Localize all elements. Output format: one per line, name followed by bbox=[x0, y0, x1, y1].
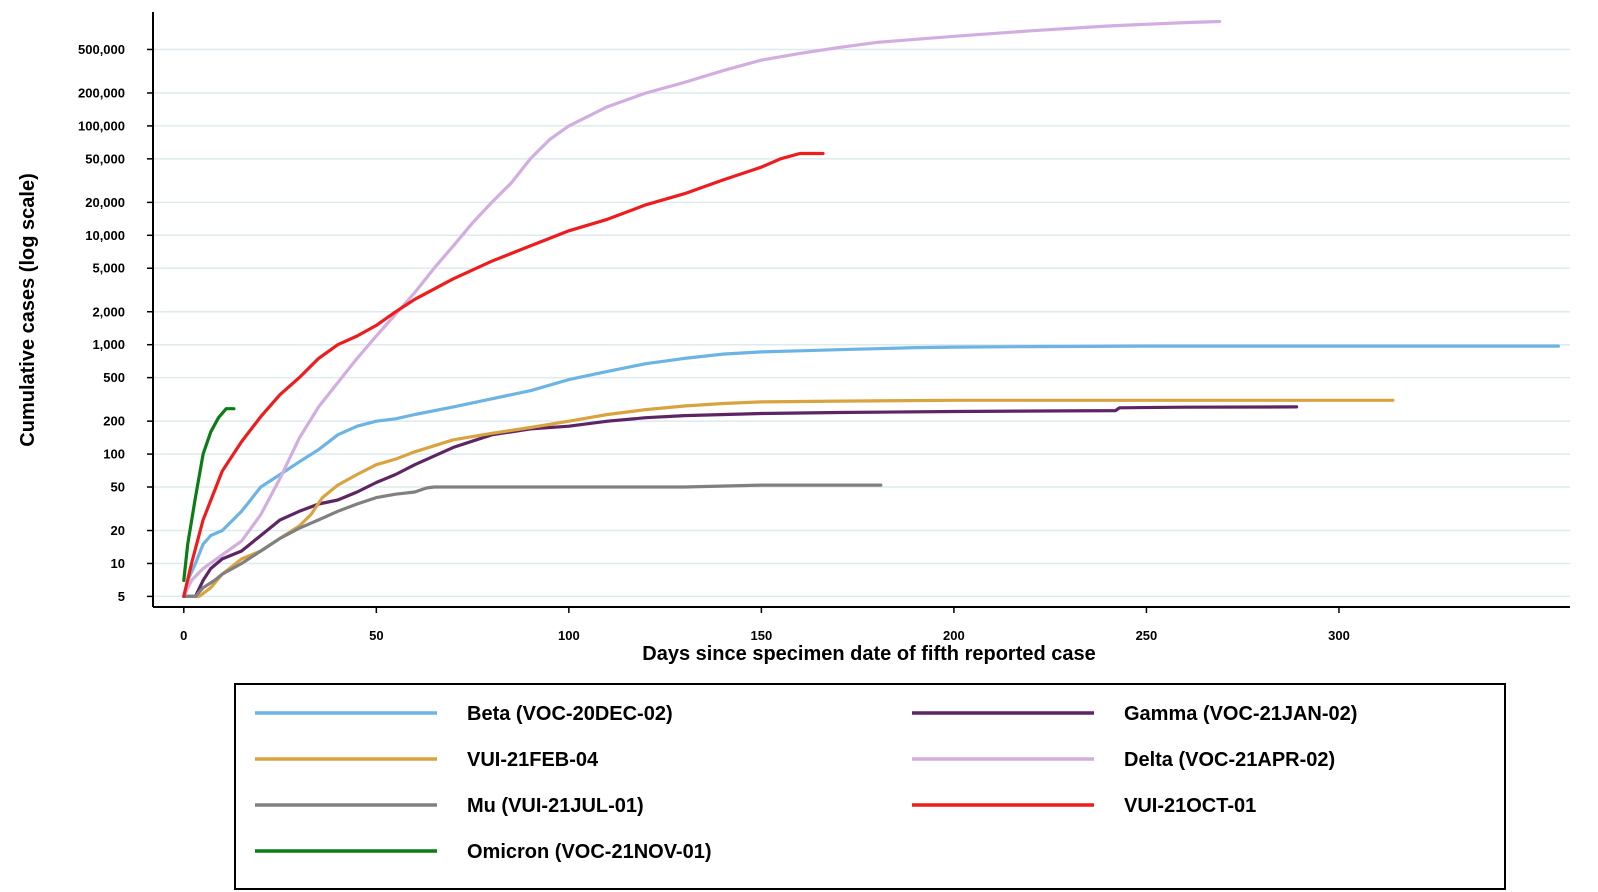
series-line-beta bbox=[182, 344, 1561, 599]
x-ticks: 0 50 100 150 200 250 300 bbox=[180, 607, 1350, 643]
legend-label: VUI-21FEB-04 bbox=[467, 749, 599, 771]
legend-label: Mu (VUI-21JUL-01) bbox=[467, 795, 644, 817]
axes bbox=[152, 12, 1570, 608]
x-tick-label: 150 bbox=[751, 628, 773, 643]
y-tick-label: 200 bbox=[103, 414, 125, 429]
series-line-vui-21oct-01 bbox=[182, 151, 825, 599]
series-lines bbox=[182, 19, 1561, 599]
x-tick-label: 50 bbox=[369, 628, 383, 643]
legend-label: Gamma (VOC-21JAN-02) bbox=[1124, 703, 1357, 725]
y-axis-title: Cumulative cases (log scale) bbox=[17, 173, 39, 446]
y-tick-label: 500 bbox=[103, 370, 125, 385]
x-tick-label: 200 bbox=[943, 628, 965, 643]
y-tick-label: 20,000 bbox=[85, 195, 125, 210]
y-tick-label: 5 bbox=[118, 589, 125, 604]
series-line-delta bbox=[182, 19, 1222, 599]
series-line-omicron bbox=[182, 407, 236, 583]
y-tick-label: 50 bbox=[111, 480, 125, 495]
x-tick-label: 250 bbox=[1136, 628, 1158, 643]
x-axis-title: Days since specimen date of fifth report… bbox=[642, 643, 1096, 665]
series-line-vui-21feb-04 bbox=[182, 398, 1395, 599]
x-tick-label: 100 bbox=[558, 628, 580, 643]
series-line-mu bbox=[182, 483, 883, 599]
legend-label: VUI-21OCT-01 bbox=[1124, 795, 1256, 817]
legend-box bbox=[234, 683, 1506, 890]
y-ticks: 5 10 20 50 100 200 500 1,000 2,000 5,000 10,000 20,… bbox=[78, 42, 153, 604]
y-tick-label: 100 bbox=[103, 447, 125, 462]
y-tick-label: 20 bbox=[111, 523, 125, 538]
gridlines bbox=[153, 48, 1570, 598]
series-line-gamma bbox=[182, 405, 1299, 599]
y-tick-label: 200,000 bbox=[78, 85, 125, 100]
legend-label: Beta (VOC-20DEC-02) bbox=[467, 703, 673, 725]
y-tick-label: 10 bbox=[111, 556, 125, 571]
y-tick-label: 10,000 bbox=[85, 228, 125, 243]
y-tick-label: 50,000 bbox=[85, 151, 125, 166]
x-tick-label: 0 bbox=[180, 628, 187, 643]
x-tick-label: 300 bbox=[1328, 628, 1350, 643]
y-tick-label: 5,000 bbox=[92, 261, 125, 276]
legend-label: Delta (VOC-21APR-02) bbox=[1124, 749, 1335, 771]
y-tick-label: 500,000 bbox=[78, 42, 125, 57]
legend: Beta (VOC-20DEC-02) VUI-21FEB-04 Mu (VUI-2… bbox=[255, 703, 1357, 863]
y-tick-label: 1,000 bbox=[92, 337, 125, 352]
y-tick-label: 2,000 bbox=[92, 304, 125, 319]
y-tick-label: 100,000 bbox=[78, 118, 125, 133]
legend-label: Omicron (VOC-21NOV-01) bbox=[467, 841, 712, 863]
